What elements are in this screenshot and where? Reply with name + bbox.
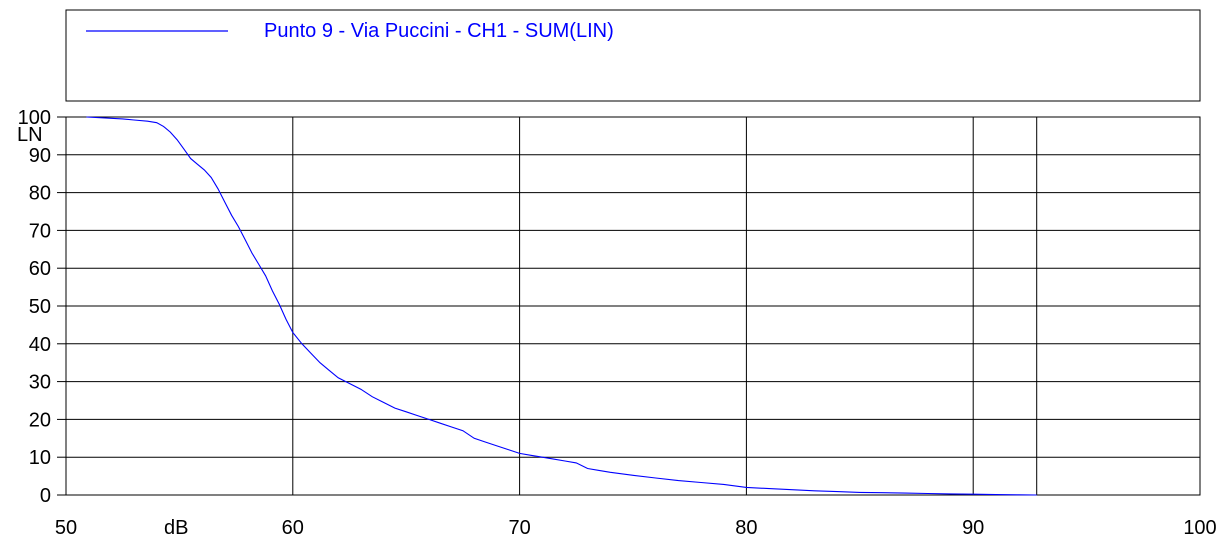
- x-tick-label: 50: [55, 517, 77, 539]
- legend: Punto 9 - Via Puccini - CH1 - SUM(LIN): [65, 9, 1201, 102]
- y-tick-label: 100: [18, 107, 51, 129]
- y-tick-label: 30: [29, 372, 51, 394]
- plot-area: [65, 116, 1201, 496]
- y-tick-label: 20: [29, 409, 51, 431]
- y-tick-label: 60: [29, 258, 51, 280]
- x-axis-title: dB: [164, 517, 188, 539]
- y-axis-title: LN: [17, 124, 43, 146]
- y-tick-label: 70: [29, 220, 51, 242]
- x-tick-label: 70: [508, 517, 530, 539]
- y-axis-ticks: 0 10 20 30 40 50 60 70 80 90 100: [18, 107, 66, 507]
- y-tick-label: 50: [29, 296, 51, 318]
- y-tick-label: 90: [29, 145, 51, 167]
- series-line: [86, 116, 1037, 496]
- legend-box: [65, 9, 1201, 102]
- y-tick-label: 10: [29, 447, 51, 469]
- x-tick-label: 60: [282, 517, 304, 539]
- x-tick-label: 100: [1183, 517, 1216, 539]
- x-tick-label: 90: [962, 517, 984, 539]
- x-tick-label: 80: [735, 517, 757, 539]
- legend-label: Punto 9 - Via Puccini - CH1 - SUM(LIN): [264, 20, 614, 42]
- y-tick-label: 40: [29, 334, 51, 356]
- y-tick-label: 80: [29, 183, 51, 205]
- x-axis-ticks: 50 60 70 80 90 100: [55, 517, 1217, 539]
- grid: [66, 117, 1200, 495]
- y-tick-label: 0: [40, 485, 51, 507]
